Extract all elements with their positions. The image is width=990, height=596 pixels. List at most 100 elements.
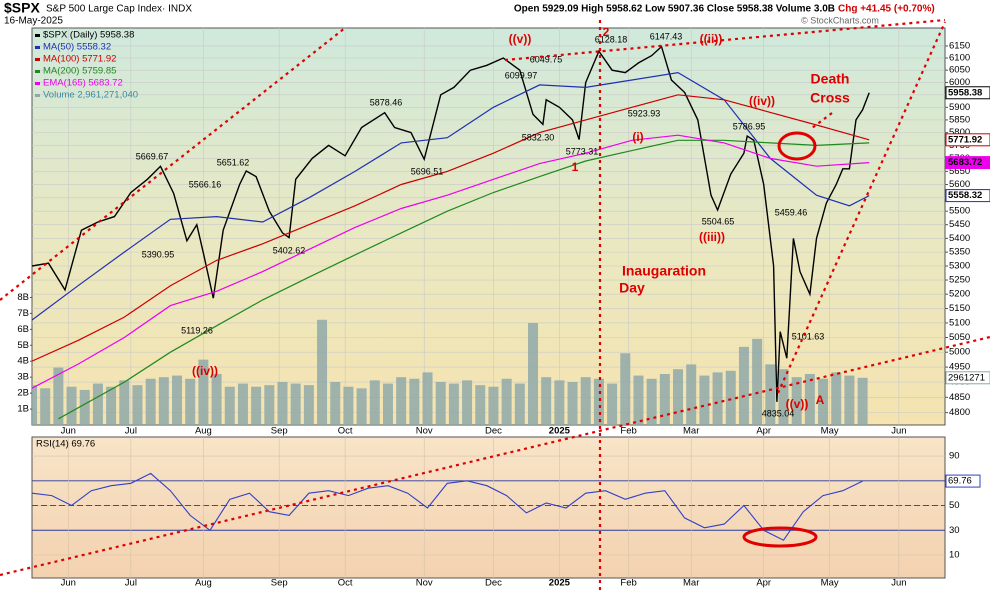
- trend-line: [0, 27, 346, 301]
- volume-bar: [66, 386, 77, 425]
- annotation: 5878.46: [370, 97, 403, 107]
- y-tick-label: 5150: [949, 303, 970, 314]
- series-line: [58, 139, 870, 420]
- annotation: 5651.62: [217, 157, 250, 167]
- volume-bar: [765, 364, 776, 425]
- annotation: 6099.97: [505, 70, 538, 80]
- value-tag: 5558.32: [948, 190, 982, 201]
- annotation: Cross: [810, 90, 850, 106]
- annotation: 2: [603, 25, 610, 39]
- volume-bar: [422, 372, 433, 425]
- volume-bar: [106, 386, 117, 425]
- volume-bar: [725, 370, 736, 425]
- y-tick-label: 5100: [949, 317, 970, 328]
- y-tick-label: 5850: [949, 114, 970, 125]
- annotation: 5773.31: [566, 146, 599, 156]
- annotation: 6147.43: [650, 31, 683, 41]
- y2-tick-label: 5B: [17, 340, 29, 351]
- y-tick-label: 5900: [949, 102, 970, 113]
- y-tick-label: 5450: [949, 219, 970, 230]
- legend-swatch: [35, 70, 40, 73]
- volume-bar: [92, 383, 103, 425]
- highlight-ellipse: [777, 131, 817, 161]
- volume-bar: [277, 381, 288, 425]
- annotation: 5923.93: [628, 108, 661, 118]
- volume-bar: [132, 385, 143, 425]
- legend-swatch: [35, 46, 40, 49]
- volume-bar: [79, 389, 90, 425]
- annotation: Death: [811, 71, 850, 87]
- y-tick-label: 5350: [949, 247, 970, 258]
- volume-bar: [303, 385, 314, 425]
- x-tick-label: Jun: [891, 578, 906, 589]
- series-line: [32, 71, 870, 321]
- volume-bar: [317, 319, 328, 425]
- volume-bar: [646, 378, 657, 425]
- x-tick-label: Apr: [756, 426, 771, 437]
- volume-bar: [145, 378, 156, 425]
- y2-tick-label: 3B: [17, 372, 29, 383]
- legend-entry: EMA(165) 5683.72: [43, 78, 123, 89]
- x-tick-label: Aug: [195, 426, 212, 437]
- value-tag: 5683.72: [948, 157, 982, 168]
- volume-bar: [119, 380, 130, 425]
- volume-bar: [198, 359, 209, 425]
- x-tick-label: Nov: [416, 578, 433, 589]
- x-tick-label: Jul: [125, 426, 137, 437]
- volume-bar: [514, 383, 525, 425]
- y-tick-label: 4950: [949, 362, 970, 373]
- volume-bar: [224, 386, 235, 425]
- y-tick-label: 5300: [949, 261, 970, 272]
- x-tick-label: Jun: [891, 426, 906, 437]
- x-tick-label: May: [821, 578, 839, 589]
- volume-bar: [462, 380, 473, 425]
- annotation: ((v)): [786, 397, 809, 411]
- y-tick-label: 5200: [949, 289, 970, 300]
- annotation: 5390.95: [142, 249, 175, 259]
- annotation: 5459.46: [775, 207, 808, 217]
- x-tick-label: Sep: [271, 426, 288, 437]
- series-line: [32, 94, 870, 362]
- annotation: 5696.51: [411, 166, 444, 176]
- value-tag-box: [945, 86, 990, 100]
- y-tick-label: 4800: [949, 407, 970, 418]
- volume-bar: [185, 378, 196, 425]
- y-tick-label: 4850: [949, 392, 970, 403]
- volume-bar: [686, 364, 697, 425]
- volume-bar: [369, 380, 380, 425]
- volume-bar: [264, 385, 275, 425]
- volume-bar: [237, 383, 248, 425]
- y-tick-label: 6100: [949, 53, 970, 64]
- index-name: S&P 500 Large Cap Index· INDX: [46, 4, 192, 15]
- annotation: 1: [572, 160, 579, 174]
- volume-bar: [290, 383, 301, 425]
- annotation: 5101.63: [792, 331, 825, 341]
- y-tick-label: 5250: [949, 275, 970, 286]
- volume-bar: [527, 322, 538, 425]
- volume-bar: [356, 388, 367, 425]
- legend-swatch: [35, 58, 40, 61]
- series-line: [32, 134, 870, 389]
- value-tag-box: [945, 474, 981, 488]
- value-tag: 5771.92: [948, 134, 982, 145]
- annotation: 5402.62: [273, 245, 306, 255]
- legend-swatch: [35, 94, 40, 97]
- volume-bar: [738, 346, 749, 425]
- annotation: 5119.26: [181, 325, 213, 335]
- volume-bar: [409, 378, 420, 425]
- credit: © StockCharts.com: [801, 15, 879, 25]
- symbol: $SPX: [4, 0, 40, 16]
- y-tick-label: 5050: [949, 332, 970, 343]
- volume-bar: [158, 377, 169, 425]
- annotation: 6128.18: [595, 34, 628, 44]
- volume-bar: [580, 377, 591, 425]
- annotation: ((iv)): [749, 94, 775, 108]
- annotation: ((v)): [509, 32, 532, 46]
- y-tick-label: 5600: [949, 179, 970, 190]
- x-tick-label: Oct: [338, 426, 353, 437]
- x-tick-label: Mar: [683, 426, 699, 437]
- value-tag: 5958.38: [948, 87, 982, 98]
- volume-bar: [32, 385, 37, 425]
- x-tick-label: Mar: [683, 578, 699, 589]
